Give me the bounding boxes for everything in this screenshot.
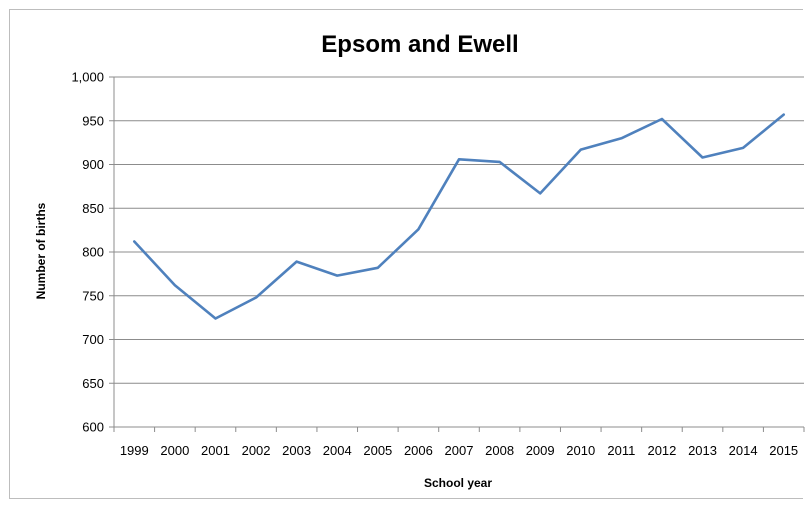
y-tick-label: 750 bbox=[82, 288, 104, 303]
y-tick-label: 850 bbox=[82, 201, 104, 216]
x-tick-label: 2005 bbox=[363, 443, 392, 458]
y-axis-ticks: 600 650 700 750 800 850 900 950 1,000 bbox=[71, 70, 114, 435]
x-tick-label: 2010 bbox=[566, 443, 595, 458]
x-tick-label: 2014 bbox=[729, 443, 758, 458]
x-tick-label: 2015 bbox=[769, 443, 798, 458]
x-tick-label: 2006 bbox=[404, 443, 433, 458]
y-tick-label: 800 bbox=[82, 245, 104, 260]
y-axis-label: Number of births bbox=[34, 202, 48, 299]
x-tick-label: 2002 bbox=[242, 443, 271, 458]
x-tick-label: 2004 bbox=[323, 443, 352, 458]
x-tick-label: 2013 bbox=[688, 443, 717, 458]
x-tick-label: 2009 bbox=[526, 443, 555, 458]
x-tick-label: 2011 bbox=[607, 443, 635, 458]
y-tick-label: 600 bbox=[82, 420, 104, 435]
x-tick-label: 2008 bbox=[485, 443, 514, 458]
chart-frame bbox=[9, 9, 803, 499]
series-line bbox=[133, 113, 785, 320]
gridlines bbox=[114, 76, 804, 384]
x-tick-label: 2012 bbox=[647, 443, 676, 458]
x-tick-label: 1999 bbox=[120, 443, 149, 458]
y-tick-label: 1,000 bbox=[71, 70, 104, 85]
x-tick-label: 2000 bbox=[160, 443, 189, 458]
y-tick-label: 650 bbox=[82, 376, 104, 391]
x-tick-label: 2001 bbox=[201, 443, 230, 458]
chart-title: Epsom and Ewell bbox=[321, 31, 518, 58]
x-axis-label: School year bbox=[424, 476, 492, 490]
y-tick-label: 950 bbox=[82, 113, 104, 128]
y-tick-label: 700 bbox=[82, 332, 104, 347]
x-axis-ticks: 1999 2000 2001 2002 2003 2004 2005 2006 2007 2008… bbox=[113, 427, 805, 458]
x-tick-label: 2007 bbox=[445, 443, 474, 458]
y-tick-label: 900 bbox=[82, 157, 104, 172]
x-tick-label: 2003 bbox=[282, 443, 311, 458]
